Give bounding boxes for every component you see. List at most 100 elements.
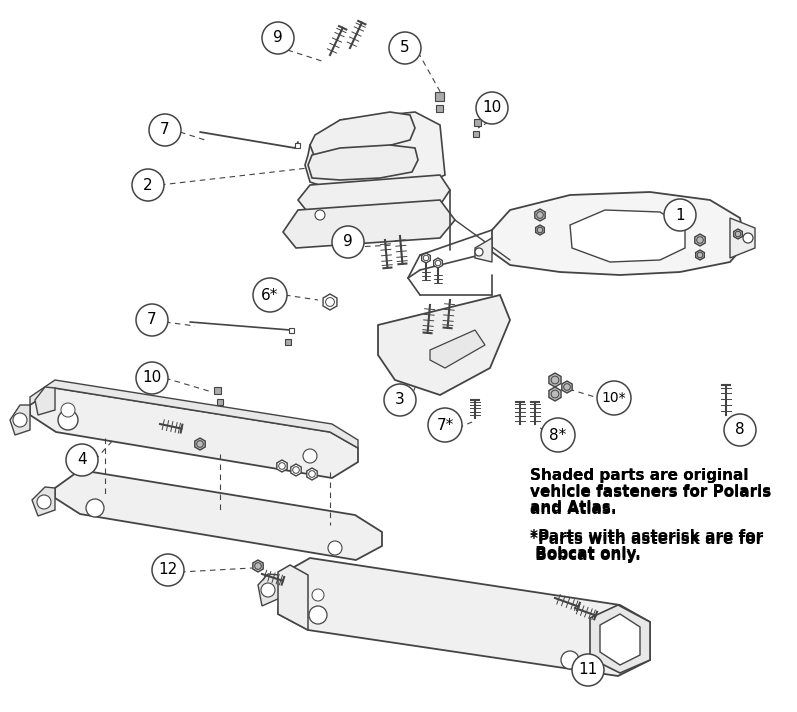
Polygon shape (283, 200, 455, 248)
Bar (296, 142, 300, 147)
Polygon shape (253, 560, 263, 572)
Polygon shape (291, 464, 301, 476)
Circle shape (152, 554, 184, 586)
Polygon shape (549, 387, 561, 401)
Circle shape (328, 541, 342, 555)
Text: 5: 5 (400, 41, 410, 56)
Text: 2: 2 (143, 177, 153, 192)
Circle shape (149, 114, 181, 146)
Polygon shape (258, 574, 280, 606)
Circle shape (136, 362, 168, 394)
Circle shape (664, 199, 696, 231)
Bar (285, 339, 291, 345)
Bar (473, 131, 479, 137)
Bar (217, 399, 223, 405)
Polygon shape (535, 209, 545, 221)
Polygon shape (549, 373, 561, 387)
Text: Bobcat only.: Bobcat only. (530, 546, 641, 561)
Circle shape (61, 403, 75, 417)
Polygon shape (308, 145, 418, 180)
Circle shape (136, 304, 168, 336)
Circle shape (541, 418, 575, 452)
Text: 8: 8 (735, 422, 745, 437)
Bar (435, 92, 445, 100)
Circle shape (332, 226, 364, 258)
Text: 11: 11 (579, 662, 598, 678)
Circle shape (132, 169, 164, 201)
Circle shape (389, 32, 421, 64)
Polygon shape (10, 405, 30, 435)
Polygon shape (305, 112, 445, 192)
Text: 7: 7 (160, 122, 170, 137)
Text: and Atlas.: and Atlas. (530, 500, 617, 515)
Polygon shape (35, 387, 55, 415)
Polygon shape (422, 253, 430, 263)
Text: 9: 9 (273, 31, 283, 46)
Text: vehicle fasteners for Polaris: vehicle fasteners for Polaris (530, 485, 771, 500)
Polygon shape (307, 468, 317, 480)
Circle shape (572, 654, 604, 686)
Text: 10: 10 (143, 370, 162, 385)
Circle shape (309, 606, 327, 624)
Text: 9: 9 (344, 234, 353, 249)
Circle shape (475, 248, 483, 256)
Polygon shape (310, 112, 415, 158)
Polygon shape (55, 470, 382, 560)
Text: 4: 4 (77, 453, 87, 468)
Circle shape (312, 589, 324, 601)
Circle shape (58, 410, 78, 430)
Circle shape (37, 495, 51, 509)
Polygon shape (600, 614, 640, 665)
Polygon shape (730, 218, 755, 258)
Polygon shape (570, 210, 685, 262)
Text: 12: 12 (159, 562, 178, 577)
Polygon shape (536, 225, 544, 235)
Polygon shape (278, 565, 308, 630)
Text: 6*: 6* (261, 288, 279, 303)
Bar (289, 328, 295, 333)
Circle shape (261, 583, 275, 597)
Circle shape (743, 233, 753, 243)
Polygon shape (378, 295, 510, 395)
Polygon shape (277, 460, 287, 472)
Polygon shape (30, 388, 358, 478)
Circle shape (428, 408, 462, 442)
Polygon shape (323, 294, 337, 310)
Bar (474, 118, 481, 125)
Text: *Parts with asterisk are for: *Parts with asterisk are for (530, 532, 763, 547)
Text: 10*: 10* (602, 391, 626, 405)
Polygon shape (695, 234, 705, 246)
Circle shape (597, 381, 631, 415)
Text: 3: 3 (395, 392, 405, 407)
Text: vehicle fasteners for Polaris: vehicle fasteners for Polaris (530, 484, 771, 499)
Text: *Parts with asterisk are for: *Parts with asterisk are for (530, 529, 763, 544)
Polygon shape (298, 175, 450, 215)
Polygon shape (30, 380, 358, 448)
Polygon shape (590, 605, 650, 673)
Polygon shape (194, 438, 205, 450)
Polygon shape (475, 238, 492, 262)
Polygon shape (32, 487, 55, 516)
Polygon shape (430, 330, 485, 368)
Polygon shape (734, 229, 742, 239)
Circle shape (253, 278, 287, 312)
Text: 8*: 8* (549, 427, 567, 442)
Circle shape (724, 414, 756, 446)
Text: 10: 10 (482, 100, 501, 115)
Circle shape (476, 92, 508, 124)
Circle shape (315, 210, 325, 220)
Text: 7*: 7* (437, 417, 453, 432)
Polygon shape (492, 192, 745, 275)
Bar (214, 387, 222, 394)
Polygon shape (434, 258, 442, 268)
Polygon shape (278, 558, 650, 676)
Circle shape (86, 499, 104, 517)
Circle shape (13, 413, 27, 427)
Circle shape (384, 384, 416, 416)
Text: Bobcat only.: Bobcat only. (530, 548, 641, 563)
Text: Shaded parts are original: Shaded parts are original (530, 468, 748, 483)
Text: 7: 7 (147, 313, 157, 328)
Text: 1: 1 (675, 207, 685, 222)
Circle shape (66, 444, 98, 476)
Text: and Atlas.: and Atlas. (530, 502, 617, 517)
